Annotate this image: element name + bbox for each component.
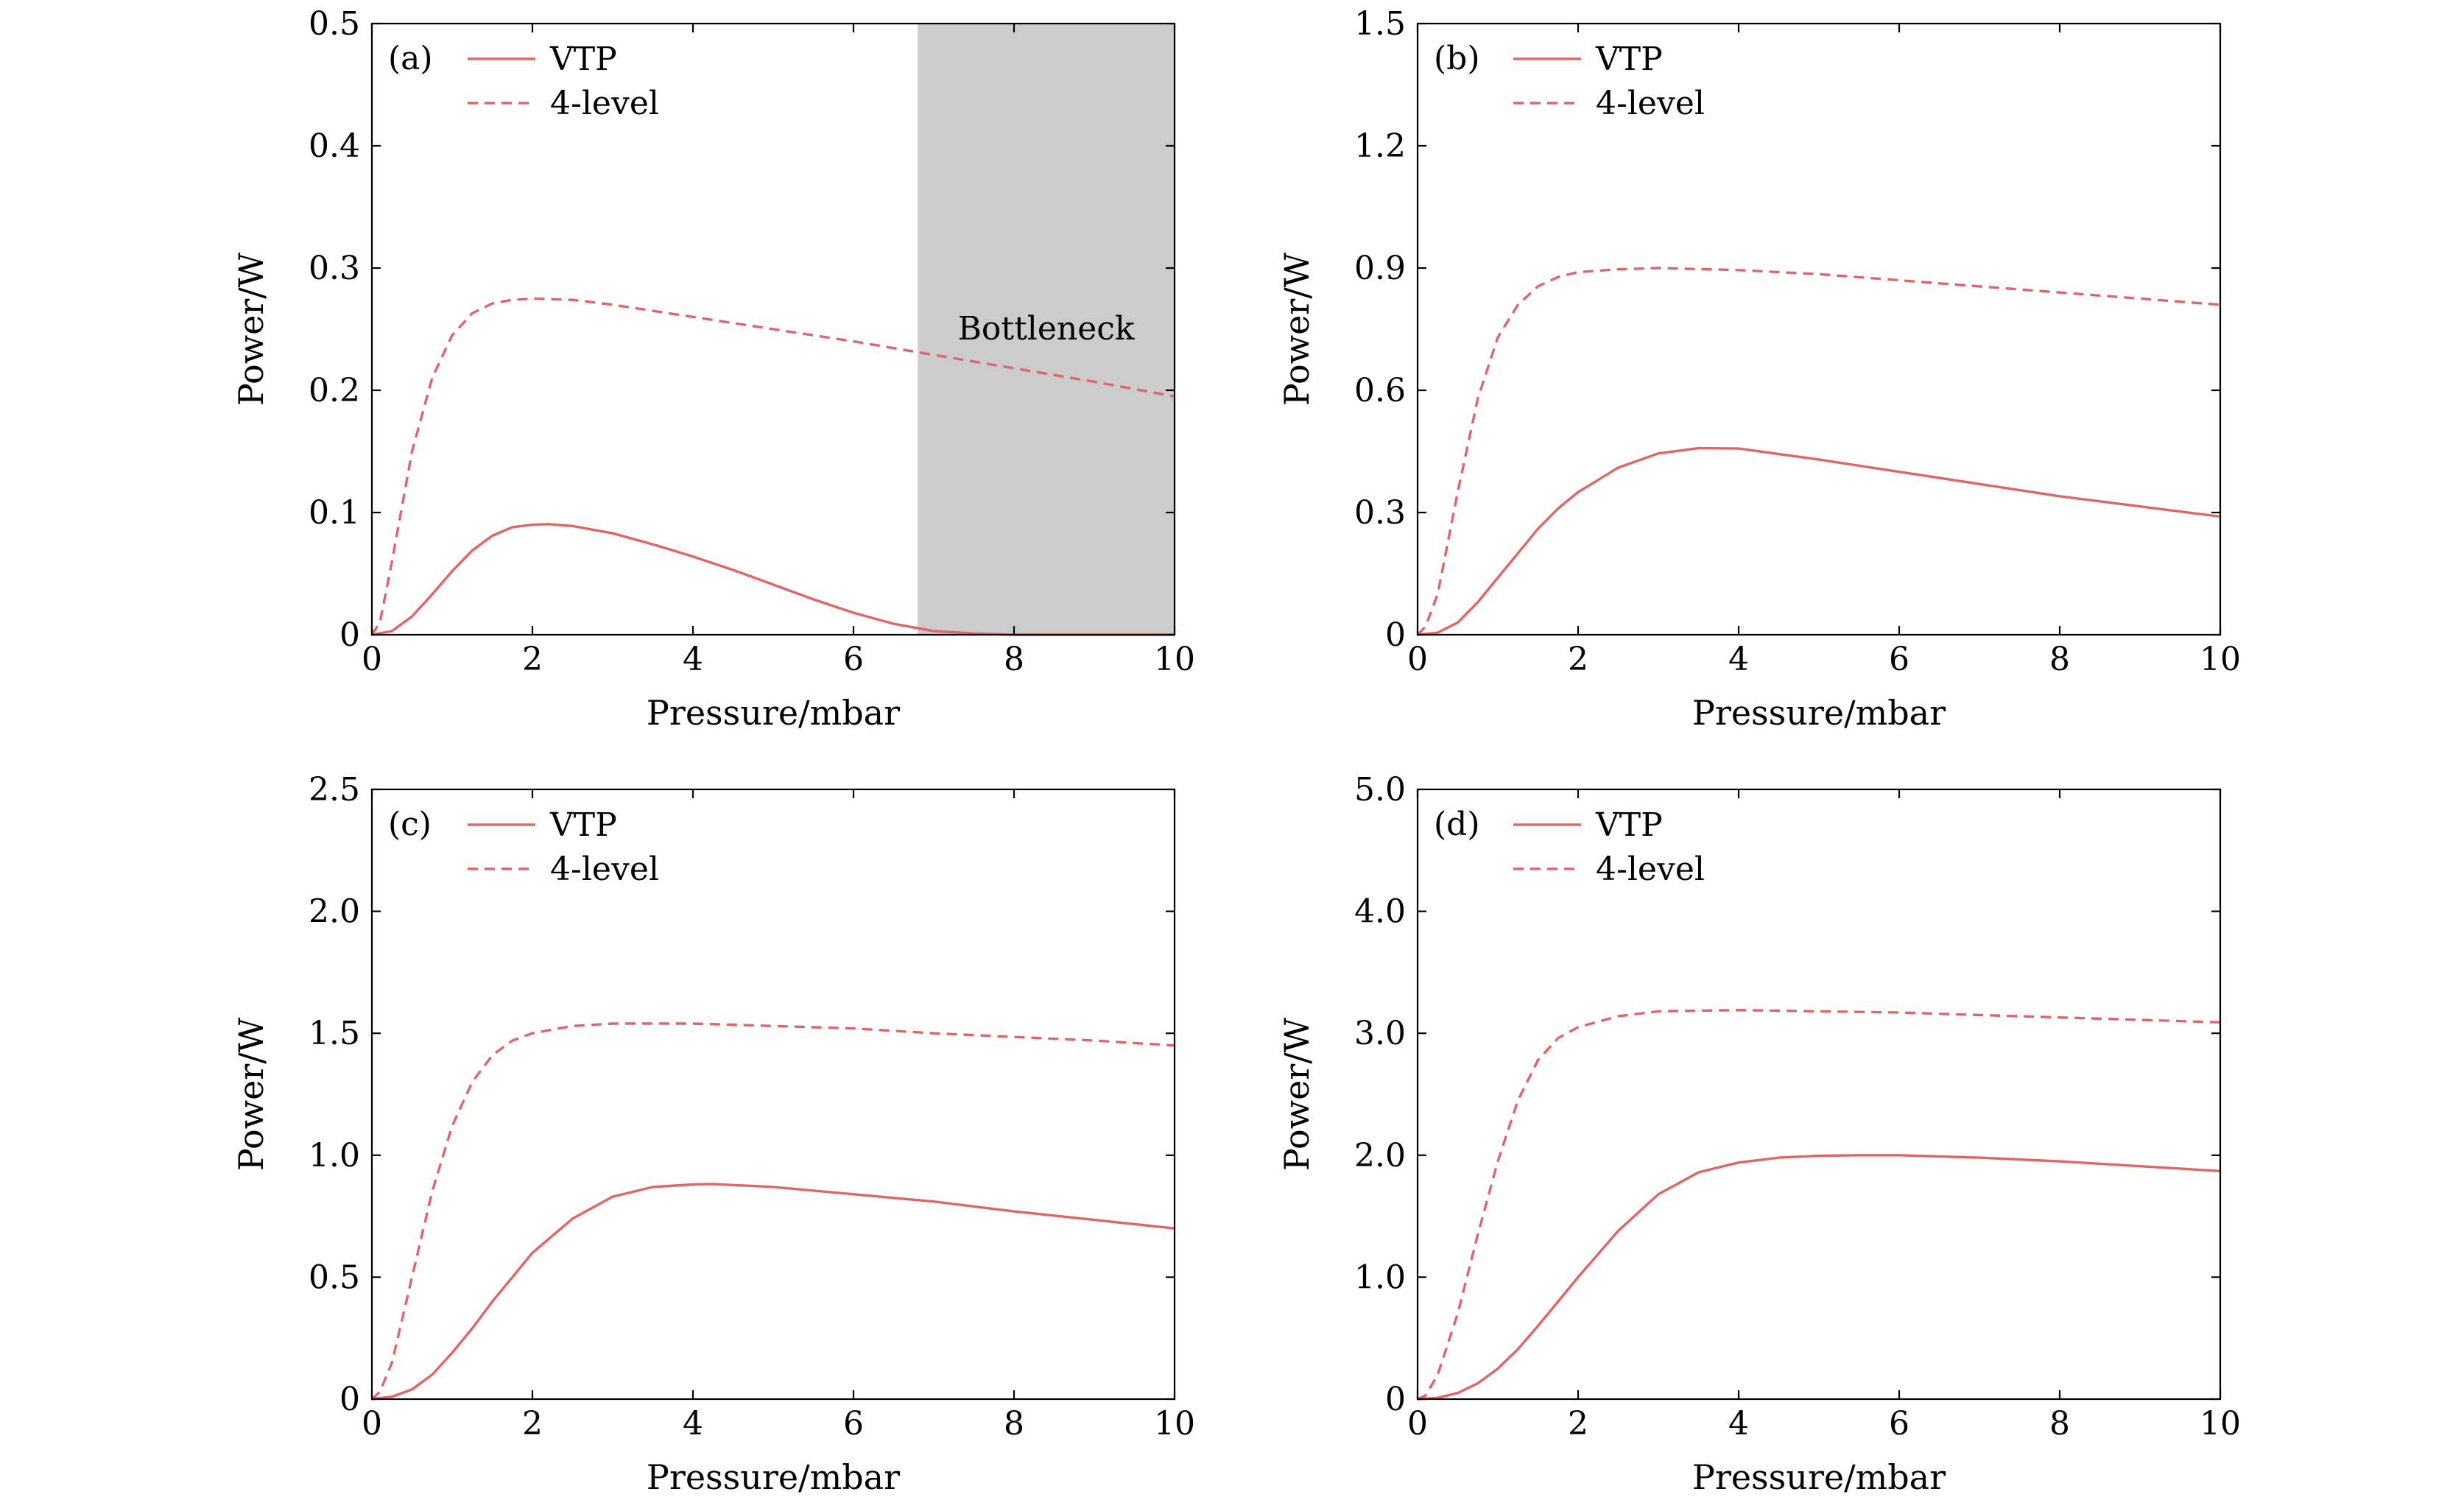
y-tick-label: 0	[1385, 1381, 1406, 1418]
x-axis-label: Pressure/mbar	[647, 693, 900, 733]
x-tick-label: 4	[1728, 641, 1749, 678]
y-axis-label: Power/W	[1277, 252, 1317, 406]
series-line-four-level	[370, 297, 1175, 635]
bottleneck-label: Bottleneck	[958, 310, 1135, 348]
x-tick-label: 0	[1407, 641, 1428, 678]
series-line-vtp	[1417, 1154, 2221, 1401]
plot-frame	[370, 22, 1176, 636]
y-tick-label: 1.0	[1354, 1258, 1406, 1296]
panel-tag: (c)	[388, 806, 432, 843]
x-tick-label: 2	[1568, 1405, 1588, 1443]
y-tick-label: 0.2	[309, 372, 360, 409]
x-tick-label: 0	[1407, 1405, 1428, 1443]
x-tick-label: 8	[2049, 1405, 2070, 1443]
y-tick-label: 0.5	[309, 1258, 360, 1296]
legend-label: VTP	[549, 41, 617, 78]
y-tick-label: 0.1	[309, 494, 360, 532]
x-tick-label: 8	[1004, 641, 1024, 678]
plot-frame	[370, 788, 1176, 1401]
y-tick-label: 4.0	[1354, 893, 1406, 931]
y-tick-label: 5.0	[1354, 771, 1406, 809]
panel-tag: (d)	[1434, 806, 1480, 843]
y-tick-label: 0.9	[1354, 250, 1406, 287]
y-tick-label: 1.5	[309, 1015, 360, 1052]
x-tick-label: 0	[362, 641, 382, 678]
y-tick-label: 0	[339, 616, 360, 654]
y-tick-label: 0.3	[309, 250, 360, 287]
legend-label: VTP	[549, 806, 617, 844]
x-tick-label: 2	[522, 1405, 543, 1443]
y-tick-label: 0	[1385, 616, 1406, 654]
x-tick-label: 6	[1889, 641, 1909, 678]
x-tick-label: 4	[683, 1405, 703, 1443]
legend-label: 4-level	[550, 851, 659, 888]
legend-label: VTP	[1595, 806, 1663, 844]
x-tick-label: 10	[1154, 1405, 1195, 1443]
series-line-four-level	[370, 1022, 1175, 1401]
series-line-vtp	[371, 1183, 1175, 1401]
y-tick-label: 0.6	[1354, 372, 1406, 409]
y-axis-label: Power/W	[231, 1017, 271, 1171]
panel-tag: (a)	[388, 40, 433, 77]
x-tick-label: 2	[1568, 641, 1588, 678]
x-tick-label: 6	[1889, 1405, 1909, 1443]
legend-label: 4-level	[1596, 851, 1705, 888]
legend-label: 4-level	[550, 85, 659, 122]
x-tick-label: 10	[2200, 1405, 2241, 1443]
y-tick-label: 1.5	[1354, 5, 1406, 43]
panel-tag: (b)	[1434, 40, 1480, 77]
bottleneck-region	[918, 24, 1175, 635]
y-tick-label: 2.0	[1354, 1137, 1406, 1175]
x-tick-label: 8	[1004, 1405, 1024, 1443]
x-tick-label: 8	[2049, 641, 2070, 678]
x-tick-label: 2	[522, 641, 543, 678]
x-tick-label: 0	[362, 1405, 382, 1443]
chart-panel-0: Bottleneck 0 2 4 6 8 10 0 0.1 0.2 0.3 0.4 0.5 Pressur…	[231, 5, 1195, 733]
x-tick-label: 10	[1154, 641, 1195, 678]
y-tick-label: 2.5	[309, 771, 360, 809]
x-axis-label: Pressure/mbar	[1692, 693, 1946, 733]
y-tick-label: 0	[339, 1381, 360, 1418]
x-tick-label: 4	[1728, 1405, 1749, 1443]
x-tick-label: 10	[2200, 641, 2241, 678]
plot-frame	[1416, 788, 2222, 1401]
y-axis-label: Power/W	[1277, 1017, 1317, 1171]
x-tick-label: 6	[843, 1405, 864, 1443]
chart-panel-1: 0 2 4 6 8 10 0 0.3 0.6 0.9 1.2 1.5 Pressure/mbar Powe…	[1277, 5, 2241, 733]
legend-label: 4-level	[1596, 85, 1705, 122]
legend-label: VTP	[1595, 41, 1663, 78]
y-tick-label: 1.2	[1354, 127, 1406, 165]
x-axis-label: Pressure/mbar	[647, 1457, 900, 1497]
chart-panel-2: 0 2 4 6 8 10 0 0.5 1.0 1.5 2.0 2.5 Pressure/mbar Powe…	[231, 771, 1195, 1497]
x-tick-label: 6	[843, 641, 864, 678]
chart-panel-3: 0 2 4 6 8 10 0 1.0 2.0 3.0 4.0 5.0 Pressure/mbar Powe…	[1277, 771, 2241, 1497]
y-tick-label: 0.5	[309, 5, 360, 43]
y-tick-label: 0.4	[309, 127, 360, 165]
series-line-four-level	[1417, 1008, 2221, 1401]
y-axis-label: Power/W	[231, 252, 271, 406]
series-line-four-level	[1416, 267, 2221, 636]
series-line-vtp	[371, 523, 1175, 636]
x-tick-label: 4	[683, 641, 703, 678]
y-tick-label: 0.3	[1354, 494, 1406, 532]
y-tick-label: 3.0	[1354, 1015, 1406, 1052]
y-tick-label: 2.0	[309, 893, 360, 931]
series-line-vtp	[1417, 446, 2221, 636]
plot-frame	[1416, 22, 2222, 636]
x-axis-label: Pressure/mbar	[1692, 1457, 1946, 1497]
y-tick-label: 1.0	[309, 1137, 360, 1175]
